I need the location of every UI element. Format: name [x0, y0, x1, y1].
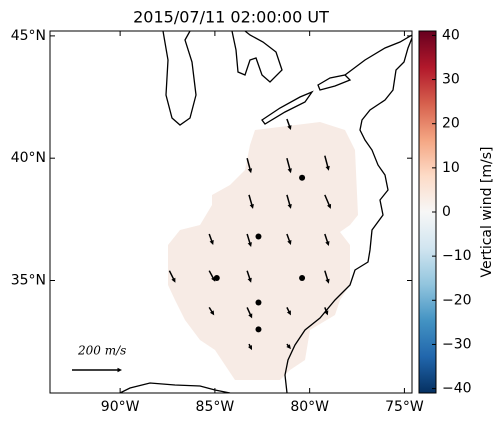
wind-arrow [324, 155, 330, 171]
arrow-shaft [286, 194, 291, 207]
wind-arrow [246, 307, 253, 319]
data-region [168, 122, 358, 380]
x-tick-label: 85°W [196, 399, 235, 415]
arrow-head [209, 310, 215, 316]
arrow-head [247, 277, 252, 283]
wind-arrow [208, 233, 214, 246]
colorbar-tick-label: −20 [442, 292, 472, 308]
scale-arrow [72, 367, 122, 373]
arrow-head [248, 345, 253, 351]
y-tick-label: 40°N [11, 150, 46, 166]
wind-arrow [286, 157, 292, 174]
arrow-head [286, 344, 291, 350]
wind-arrow [246, 157, 253, 174]
arrow-head [287, 168, 292, 174]
arrow-head [287, 203, 292, 209]
wind-arrow [168, 270, 176, 283]
arrow-head [325, 165, 330, 171]
arrow-head [287, 240, 292, 246]
arrow-shaft [248, 194, 253, 207]
wind-arrow [286, 194, 292, 209]
arrow-head [325, 241, 330, 247]
colorbar-tick-label: 20 [442, 116, 460, 132]
arrow-head [117, 367, 122, 373]
title: 2015/07/11 02:00:00 UT [133, 8, 329, 27]
arrow-shaft [246, 233, 252, 245]
arrow-shaft [324, 270, 329, 282]
arrow-head [209, 240, 214, 246]
arrow-head [286, 310, 291, 316]
colorbar-tick-label: 10 [442, 160, 460, 176]
arrow-head [249, 203, 254, 209]
wind-arrow [286, 307, 291, 316]
x-tick-label: 80°W [290, 399, 329, 415]
colorbar-tick-label: −30 [442, 336, 472, 352]
wind-arrow [286, 233, 292, 246]
x-tick-label: 75°W [385, 399, 424, 415]
y-tick-label: 35°N [11, 272, 46, 288]
wind-arrow [286, 343, 291, 350]
coastlines [119, 31, 412, 393]
wind-arrow [324, 270, 330, 284]
colorbar-tick-label: 30 [442, 72, 460, 88]
wind-arrow [248, 343, 253, 351]
wind-arrow [324, 194, 332, 209]
colorbar-tick-label: −10 [442, 248, 472, 264]
map-layer [119, 31, 412, 393]
arrow-head [171, 277, 176, 283]
wind-arrow [324, 233, 330, 247]
arrow-head [324, 310, 329, 316]
arrow-shaft [286, 157, 291, 171]
wind-arrow [246, 233, 252, 248]
wind-arrow [324, 307, 329, 316]
arrow-head [248, 313, 253, 319]
wind-arrow [248, 194, 254, 209]
point [299, 275, 306, 282]
arrow-shaft [324, 194, 331, 207]
point [255, 299, 262, 306]
plot-frame [49, 30, 413, 394]
point [255, 233, 262, 240]
y-tick-label: 45°N [11, 28, 46, 44]
wind-arrow [208, 306, 215, 316]
point [255, 326, 262, 333]
colorbar-tick-label: −40 [442, 381, 472, 397]
arrow-head [327, 203, 332, 209]
arrow-shaft [246, 157, 252, 171]
wind-arrow [246, 270, 252, 283]
scale-label: 200 m/s [77, 344, 126, 358]
colorbar-tick-label: 0 [442, 204, 451, 220]
arrow-head [325, 278, 330, 284]
arrow-head [247, 168, 253, 174]
wind-arrow [286, 118, 292, 131]
arrow-head [287, 125, 292, 131]
colorbar-label: Vertical wind [m/s] [479, 147, 495, 278]
arrow-head [247, 242, 252, 248]
arrow-shaft [324, 155, 329, 169]
point [213, 275, 220, 282]
x-tick-label: 90°W [101, 399, 140, 415]
point [299, 174, 306, 181]
colorbar-tick-label: 40 [442, 27, 460, 43]
